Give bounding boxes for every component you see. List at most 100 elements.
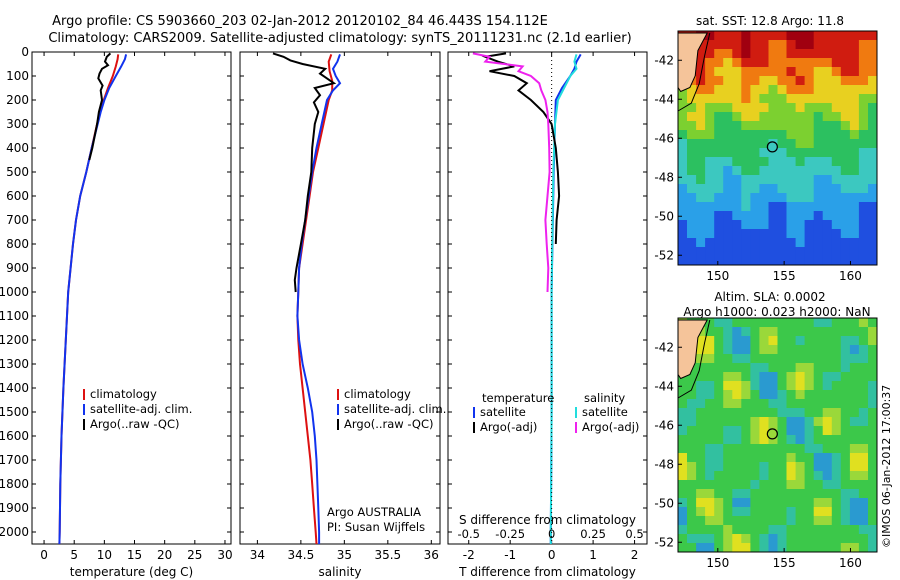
map-cell bbox=[804, 76, 815, 86]
map-cell bbox=[868, 112, 878, 122]
map-cell bbox=[858, 184, 869, 194]
map-cell bbox=[768, 480, 778, 490]
map-cell bbox=[804, 435, 815, 445]
map-cell bbox=[868, 498, 878, 508]
map-cell bbox=[868, 318, 878, 328]
map-cell bbox=[868, 139, 878, 149]
map-cell bbox=[795, 220, 806, 230]
map-cell bbox=[714, 480, 724, 490]
map-cell bbox=[849, 381, 860, 391]
map-cell bbox=[696, 390, 706, 400]
map-cell bbox=[840, 94, 851, 104]
map-cell bbox=[696, 130, 706, 140]
map-cell bbox=[750, 363, 760, 373]
map-cell bbox=[804, 453, 815, 463]
map-cell bbox=[759, 40, 769, 50]
map-cell bbox=[795, 247, 806, 257]
map-cell bbox=[840, 372, 851, 382]
y-tick-label: -48 bbox=[654, 170, 674, 184]
map-cell bbox=[732, 76, 742, 86]
map-cell bbox=[732, 336, 742, 346]
map-cell bbox=[777, 94, 787, 104]
map-cell bbox=[786, 390, 796, 400]
map-cell bbox=[696, 157, 706, 167]
map-cell bbox=[858, 85, 869, 95]
map-cell bbox=[750, 327, 760, 337]
map-cell bbox=[723, 435, 733, 445]
map-cell bbox=[759, 247, 769, 257]
map-cell bbox=[687, 426, 697, 436]
map-cell bbox=[786, 31, 796, 41]
map-cell bbox=[813, 211, 824, 221]
map-cell bbox=[759, 112, 769, 122]
panel-frame bbox=[239, 51, 441, 545]
map-cell bbox=[813, 220, 824, 230]
map-cell bbox=[768, 220, 778, 230]
map-cell bbox=[687, 166, 697, 176]
map-cell bbox=[804, 103, 815, 113]
map-cell bbox=[732, 318, 742, 328]
map-cell bbox=[786, 498, 796, 508]
map-cell bbox=[687, 256, 697, 266]
map-cell bbox=[732, 543, 742, 553]
map-cell bbox=[858, 417, 869, 427]
map-cell bbox=[822, 399, 833, 409]
map-cell bbox=[768, 121, 778, 131]
sst-map-title: sat. SST: 12.8 Argo: 11.8 bbox=[696, 14, 844, 28]
map-cell bbox=[696, 471, 706, 481]
map-cell bbox=[759, 238, 769, 248]
map-cell bbox=[759, 444, 769, 454]
map-cell bbox=[831, 85, 842, 95]
map-cell bbox=[723, 175, 733, 185]
map-cell bbox=[777, 166, 787, 176]
map-cell bbox=[849, 49, 860, 59]
panel-frame bbox=[447, 51, 648, 545]
map-cell bbox=[678, 381, 688, 391]
map-cell bbox=[723, 256, 733, 266]
map-cell bbox=[813, 516, 824, 526]
map-cell bbox=[714, 157, 724, 167]
map-cell bbox=[705, 238, 715, 248]
map-cell bbox=[732, 480, 742, 490]
map-cell bbox=[804, 516, 815, 526]
map-cell bbox=[768, 67, 778, 77]
map-cell bbox=[723, 408, 733, 418]
map-cell bbox=[696, 256, 706, 266]
map-cell bbox=[868, 543, 878, 553]
map-cell bbox=[714, 211, 724, 221]
map-cell bbox=[777, 525, 787, 535]
map-cell bbox=[714, 166, 724, 176]
map-cell bbox=[705, 193, 715, 203]
map-cell bbox=[795, 534, 806, 544]
x-tick-label: 0 bbox=[548, 548, 556, 562]
map-cell bbox=[759, 157, 769, 167]
map-cell bbox=[768, 399, 778, 409]
map-cell bbox=[741, 112, 751, 122]
map-cell bbox=[804, 363, 815, 373]
map-cell bbox=[714, 85, 724, 95]
map-cell bbox=[768, 229, 778, 239]
credit-label: ©IMOS 06-Jan-2012 17:00:37 bbox=[880, 385, 893, 548]
map-cell bbox=[831, 336, 842, 346]
map-cell bbox=[813, 336, 824, 346]
map-cell bbox=[795, 202, 806, 212]
map-cell bbox=[795, 103, 806, 113]
map-cell bbox=[868, 67, 878, 77]
map-cell bbox=[831, 543, 842, 553]
map-cell bbox=[696, 229, 706, 239]
map-cell bbox=[822, 58, 833, 68]
map-cell bbox=[723, 184, 733, 194]
map-cell bbox=[687, 399, 697, 409]
map-cell bbox=[786, 318, 796, 328]
map-cell bbox=[768, 525, 778, 535]
map-cell bbox=[723, 381, 733, 391]
map-cell bbox=[723, 498, 733, 508]
map-cell bbox=[723, 67, 733, 77]
map-cell bbox=[705, 220, 715, 230]
map-cell bbox=[759, 58, 769, 68]
map-cell bbox=[786, 399, 796, 409]
map-cell bbox=[741, 256, 751, 266]
map-cell bbox=[777, 381, 787, 391]
map-cell bbox=[849, 157, 860, 167]
map-cell bbox=[696, 435, 706, 445]
